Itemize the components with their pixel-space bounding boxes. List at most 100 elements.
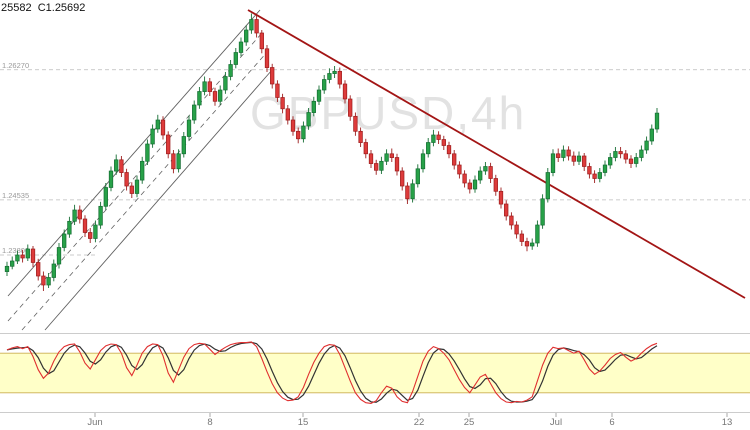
candle — [556, 153, 561, 158]
candle — [93, 224, 98, 239]
candle — [535, 224, 540, 244]
candle — [41, 275, 46, 286]
candle — [176, 153, 181, 170]
candle — [316, 89, 322, 102]
candle — [160, 119, 166, 136]
candle — [4, 265, 10, 272]
candle — [114, 159, 119, 172]
candle — [56, 247, 62, 265]
candle — [171, 153, 176, 170]
candle — [275, 83, 280, 98]
x-axis-label: 22 — [414, 417, 425, 428]
candle — [280, 97, 285, 110]
candle — [311, 100, 316, 113]
candle — [498, 190, 504, 205]
candle — [374, 163, 379, 171]
candle — [348, 98, 353, 117]
candle — [25, 248, 30, 259]
candle — [493, 178, 498, 192]
candle — [363, 142, 368, 155]
candle — [327, 73, 332, 80]
stoch-d-line — [6, 341, 658, 403]
channel-line[interactable] — [7, 9, 261, 297]
candle — [249, 19, 254, 31]
candle — [197, 91, 202, 106]
price-axis-label: 1.24535 — [2, 191, 29, 200]
candle — [384, 153, 389, 162]
x-axis-label: 15 — [298, 417, 309, 428]
candle — [82, 218, 88, 233]
candle — [582, 155, 587, 167]
candle — [368, 153, 374, 164]
stoch-band — [0, 353, 750, 393]
channel-line[interactable] — [44, 69, 273, 331]
x-axis-label: 8 — [207, 417, 212, 428]
candle — [415, 168, 420, 185]
x-axis-label: Jul — [550, 417, 562, 428]
candle — [467, 182, 472, 190]
candle — [545, 172, 550, 200]
channel-median-line[interactable] — [7, 32, 263, 322]
candle — [410, 183, 415, 200]
candle — [238, 41, 244, 53]
candle — [571, 155, 576, 162]
candle — [150, 128, 155, 145]
candle — [436, 134, 441, 140]
candle — [441, 139, 446, 146]
candle — [223, 76, 228, 91]
channel-median-line[interactable] — [21, 50, 269, 331]
candle — [472, 179, 478, 190]
candle — [649, 128, 654, 142]
candle — [483, 166, 488, 172]
candle — [124, 172, 129, 187]
candle — [452, 153, 457, 166]
candle — [15, 254, 20, 262]
candle — [20, 254, 25, 259]
candle — [628, 158, 634, 164]
candle — [457, 164, 462, 175]
candle — [550, 153, 556, 173]
candle — [618, 151, 623, 155]
candle — [400, 170, 405, 187]
candle — [322, 79, 327, 91]
stoch-k-line — [6, 341, 658, 404]
candle — [623, 153, 628, 160]
candle — [587, 166, 592, 175]
candle — [514, 224, 519, 235]
candle — [332, 70, 337, 74]
candle — [140, 160, 145, 181]
candle — [155, 119, 160, 130]
candle — [431, 134, 436, 143]
candle — [270, 67, 275, 85]
candle — [254, 19, 259, 34]
candle — [181, 136, 186, 155]
candle — [233, 52, 238, 65]
candle — [88, 232, 93, 239]
candle — [540, 198, 545, 226]
candle — [119, 159, 124, 173]
candle — [405, 185, 410, 200]
candle — [394, 157, 400, 172]
candle — [509, 215, 514, 226]
candle — [524, 241, 530, 247]
candle — [103, 187, 108, 207]
candle — [389, 153, 394, 158]
candle — [566, 149, 571, 157]
candle — [67, 220, 72, 235]
candle — [358, 130, 363, 143]
x-axis-label: 6 — [609, 417, 614, 428]
ohlc-info: 25582 C1.25692 — [1, 2, 86, 14]
candle — [212, 91, 218, 102]
candle — [129, 185, 134, 194]
trendline-resistance[interactable] — [247, 9, 746, 299]
candle — [72, 209, 77, 222]
candle — [644, 140, 649, 151]
candle — [337, 70, 342, 85]
candle — [519, 233, 524, 242]
candle — [613, 151, 618, 158]
candle — [62, 233, 67, 248]
candle — [602, 164, 608, 173]
candle — [30, 248, 36, 263]
